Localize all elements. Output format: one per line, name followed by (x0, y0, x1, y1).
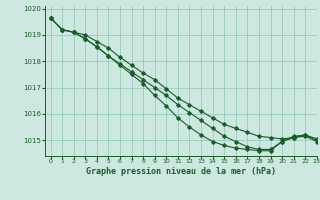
X-axis label: Graphe pression niveau de la mer (hPa): Graphe pression niveau de la mer (hPa) (86, 167, 276, 176)
